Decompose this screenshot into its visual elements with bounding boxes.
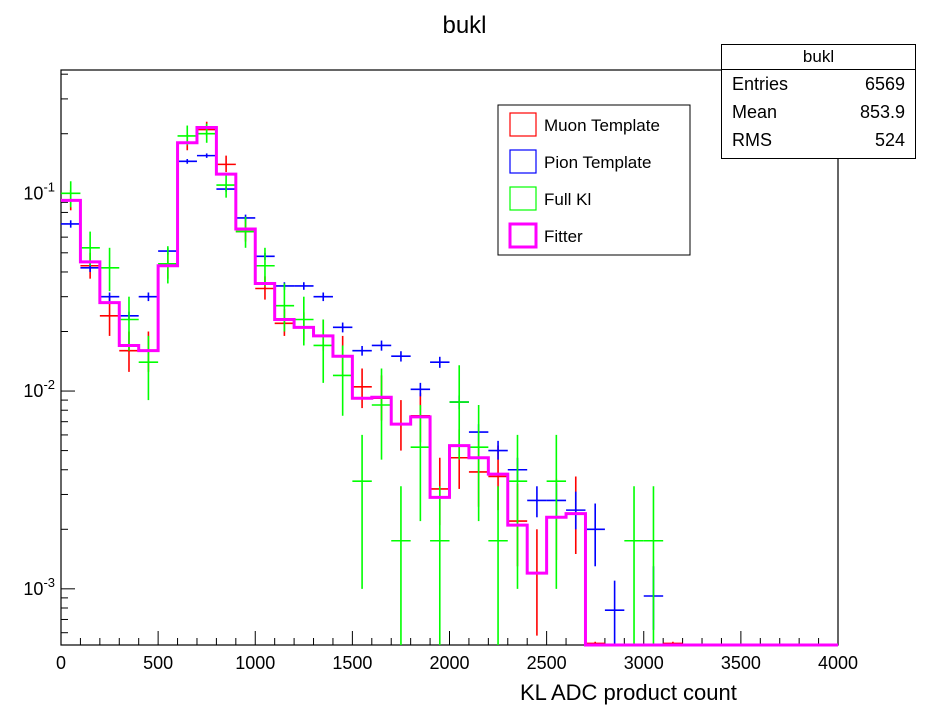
plot-series	[61, 121, 838, 647]
stats-label: RMS	[732, 130, 772, 150]
data-point	[371, 340, 392, 351]
data-point	[585, 503, 605, 567]
data-point	[274, 283, 295, 332]
data-point	[449, 365, 469, 460]
data-point	[196, 153, 217, 158]
x-axis-label: KL ADC product count	[520, 680, 737, 705]
data-point	[119, 296, 139, 351]
data-point	[604, 580, 625, 645]
data-point	[352, 434, 372, 589]
data-point	[255, 247, 275, 286]
data-point	[391, 351, 411, 362]
data-point	[235, 216, 256, 248]
data-point	[488, 440, 508, 460]
stats-value: 6569	[864, 74, 905, 94]
data-point	[99, 247, 120, 292]
data-point	[566, 491, 586, 530]
x-tick-label: 3500	[721, 653, 761, 673]
stats-row-entries: Entries 6569	[722, 70, 915, 98]
data-point	[643, 486, 664, 645]
x-tick-label: 1000	[235, 653, 275, 673]
legend-label: Pion Template	[544, 153, 651, 172]
data-point	[410, 382, 431, 397]
x-tick-label: 2000	[429, 653, 469, 673]
legend-label: Fitter	[544, 227, 583, 246]
x-axis: 0 500 1000 1500 2000 2500 3000 3500 4000	[56, 631, 858, 673]
series-fitter-step	[61, 126, 838, 647]
data-point	[80, 231, 100, 266]
data-point	[216, 155, 236, 173]
x-tick-label: 500	[143, 653, 173, 673]
data-point	[332, 322, 353, 333]
stats-value: 524	[874, 130, 905, 150]
data-point	[216, 174, 236, 198]
data-point	[527, 529, 547, 636]
data-point	[488, 486, 508, 645]
data-point	[527, 486, 547, 518]
stats-value: 853.9	[859, 102, 905, 122]
data-point	[99, 292, 120, 302]
x-tick-label: 2500	[527, 653, 567, 673]
stats-label: Mean	[732, 102, 778, 122]
legend-swatch	[509, 112, 537, 137]
chart-title: bukl	[442, 12, 487, 39]
legend-label: Muon Template	[544, 116, 660, 135]
y-axis: 10-1 10-2 10-3	[23, 73, 75, 634]
data-point	[177, 159, 197, 164]
data-point	[410, 405, 431, 522]
data-point	[371, 368, 392, 460]
data-point	[468, 405, 489, 522]
data-point	[138, 292, 159, 302]
stats-row-mean: Mean 853.9	[722, 98, 915, 126]
data-point	[352, 345, 372, 356]
data-point	[546, 434, 567, 589]
data-point	[61, 220, 81, 228]
legend-box	[497, 104, 691, 256]
data-point	[391, 486, 411, 645]
x-tick-label: 3000	[624, 653, 664, 673]
y-tick-label: 10-1	[23, 179, 55, 203]
series-full-kl	[61, 123, 664, 645]
data-point	[294, 282, 314, 290]
stats-label: Entries	[732, 74, 789, 94]
data-point	[313, 292, 333, 302]
data-point	[313, 319, 333, 383]
stats-box: bukl Entries 6569 Mean 853.9 RMS 524	[721, 44, 916, 159]
data-point	[61, 181, 81, 208]
x-tick-label: 0	[56, 653, 66, 673]
legend-label: Full Kl	[544, 190, 591, 209]
data-point	[507, 434, 528, 589]
data-point	[138, 335, 159, 401]
stats-row-rms: RMS 524	[722, 126, 915, 154]
data-point	[624, 486, 644, 645]
legend-swatch	[508, 222, 538, 249]
legend-swatch	[509, 149, 537, 174]
data-point	[430, 356, 450, 368]
stats-box-title: bukl	[722, 45, 915, 70]
data-point	[430, 486, 450, 645]
legend-swatch	[509, 186, 537, 211]
data-point	[352, 368, 372, 409]
x-tick-label: 4000	[818, 653, 858, 673]
y-tick-label: 10-3	[23, 575, 55, 599]
legend: Muon Template Pion Template Full Kl Fitter	[497, 104, 691, 256]
x-tick-label: 1500	[332, 653, 372, 673]
y-tick-label: 10-2	[23, 377, 55, 401]
data-point	[294, 296, 314, 346]
